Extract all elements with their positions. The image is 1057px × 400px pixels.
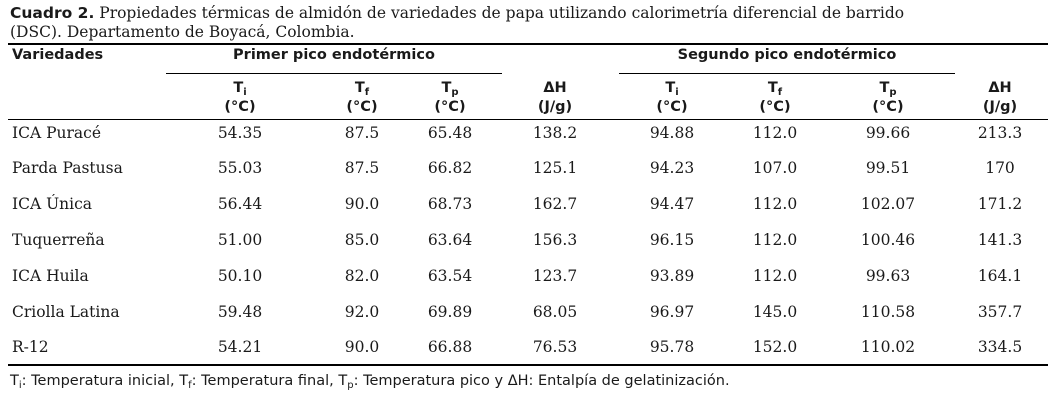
cell-variedad: Tuquerreña xyxy=(12,231,105,249)
table-footnote: Ti: Temperatura inicial, Tf: Temperatura… xyxy=(10,373,730,391)
cell-ti-1: 59.48 xyxy=(217,303,263,321)
unit-tf-2: (°C) xyxy=(759,99,791,115)
cell-dh-2: 141.3 xyxy=(977,231,1023,249)
header-tf-2: Tf xyxy=(767,80,783,98)
cell-tf-1: 85.0 xyxy=(344,231,380,249)
cell-dh-2: 334.5 xyxy=(977,338,1023,356)
header-variedades: Variedades xyxy=(12,47,104,63)
cell-tp-2: 99.51 xyxy=(865,159,911,177)
cell-ti-2: 93.89 xyxy=(649,267,695,285)
cell-tf-1: 90.0 xyxy=(344,195,380,213)
cell-variedad: ICA Única xyxy=(12,195,93,213)
group2-rule xyxy=(619,73,955,74)
caption-label: Cuadro 2. xyxy=(10,4,95,22)
header-tp-2: Tp xyxy=(879,80,897,98)
cell-tf-2: 112.0 xyxy=(752,231,798,249)
cell-dh-1: 68.05 xyxy=(532,303,578,321)
unit-dh-1: (J/g) xyxy=(537,99,573,115)
cell-tp-2: 99.63 xyxy=(865,267,911,285)
cell-tp-2: 100.46 xyxy=(860,231,916,249)
cell-tf-1: 92.0 xyxy=(344,303,380,321)
cell-tp-1: 68.73 xyxy=(427,195,473,213)
cell-tp-2: 110.58 xyxy=(860,303,916,321)
cell-dh-1: 123.7 xyxy=(532,267,578,285)
cell-variedad: R-12 xyxy=(12,338,49,356)
header-ti-2: Ti xyxy=(665,80,679,98)
cell-ti-2: 96.97 xyxy=(649,303,695,321)
unit-dh-2: (J/g) xyxy=(982,99,1018,115)
cell-variedad: Criolla Latina xyxy=(12,303,120,321)
group1-rule xyxy=(166,73,502,74)
cell-dh-1: 162.7 xyxy=(532,195,578,213)
cell-ti-1: 54.35 xyxy=(217,124,263,142)
cell-tf-2: 112.0 xyxy=(752,267,798,285)
header-ti-1: Ti xyxy=(233,80,247,98)
cell-ti-2: 94.23 xyxy=(649,159,695,177)
cell-variedad: ICA Puracé xyxy=(12,124,102,142)
unit-ti-2: (°C) xyxy=(656,99,688,115)
caption-title-line1: Propiedades térmicas de almidón de varie… xyxy=(99,4,905,22)
cell-tf-2: 112.0 xyxy=(752,124,798,142)
cell-tp-1: 63.54 xyxy=(427,267,473,285)
header-dh-2: ΔH xyxy=(988,80,1012,96)
cell-dh-1: 125.1 xyxy=(532,159,578,177)
cell-dh-2: 170 xyxy=(985,159,1015,177)
cell-ti-1: 50.10 xyxy=(217,267,263,285)
cell-tf-1: 90.0 xyxy=(344,338,380,356)
cell-dh-1: 156.3 xyxy=(532,231,578,249)
cell-ti-2: 96.15 xyxy=(649,231,695,249)
cell-tp-2: 99.66 xyxy=(865,124,911,142)
header-dh-1: ΔH xyxy=(543,80,567,96)
header-rule xyxy=(8,119,1048,120)
header-group-segundo-pico: Segundo pico endotérmico xyxy=(677,47,897,63)
table-caption: Cuadro 2. Propiedades térmicas de almidó… xyxy=(10,4,1040,42)
cell-ti-1: 54.21 xyxy=(217,338,263,356)
cell-tp-1: 69.89 xyxy=(427,303,473,321)
cell-tf-1: 82.0 xyxy=(344,267,380,285)
cell-ti-2: 94.47 xyxy=(649,195,695,213)
top-rule xyxy=(8,43,1048,45)
cell-tf-2: 107.0 xyxy=(752,159,798,177)
unit-tp-1: (°C) xyxy=(434,99,466,115)
cell-ti-2: 95.78 xyxy=(649,338,695,356)
cell-ti-1: 51.00 xyxy=(217,231,263,249)
cell-tp-1: 63.64 xyxy=(427,231,473,249)
unit-tf-1: (°C) xyxy=(346,99,378,115)
cell-tf-1: 87.5 xyxy=(344,124,380,142)
cell-variedad: ICA Huila xyxy=(12,267,89,285)
cell-tf-1: 87.5 xyxy=(344,159,380,177)
caption-title-line2: (DSC). Departamento de Boyacá, Colombia. xyxy=(10,23,355,41)
cell-variedad: Parda Pastusa xyxy=(12,159,123,177)
cell-tp-1: 66.88 xyxy=(427,338,473,356)
cell-ti-1: 55.03 xyxy=(217,159,263,177)
cell-dh-1: 138.2 xyxy=(532,124,578,142)
unit-tp-2: (°C) xyxy=(872,99,904,115)
cell-tp-2: 110.02 xyxy=(860,338,916,356)
header-tp-1: Tp xyxy=(441,80,459,98)
unit-ti-1: (°C) xyxy=(224,99,256,115)
cell-tp-2: 102.07 xyxy=(860,195,916,213)
cell-tp-1: 65.48 xyxy=(427,124,473,142)
header-group-primer-pico: Primer pico endotérmico xyxy=(233,47,435,63)
cell-tf-2: 152.0 xyxy=(752,338,798,356)
bottom-rule xyxy=(8,364,1048,366)
cell-dh-2: 213.3 xyxy=(977,124,1023,142)
cell-dh-1: 76.53 xyxy=(532,338,578,356)
cell-ti-2: 94.88 xyxy=(649,124,695,142)
cell-dh-2: 171.2 xyxy=(977,195,1023,213)
cell-dh-2: 164.1 xyxy=(977,267,1023,285)
cell-ti-1: 56.44 xyxy=(217,195,263,213)
cell-dh-2: 357.7 xyxy=(977,303,1023,321)
cell-tf-2: 145.0 xyxy=(752,303,798,321)
cell-tp-1: 66.82 xyxy=(427,159,473,177)
cell-tf-2: 112.0 xyxy=(752,195,798,213)
header-tf-1: Tf xyxy=(354,80,370,98)
